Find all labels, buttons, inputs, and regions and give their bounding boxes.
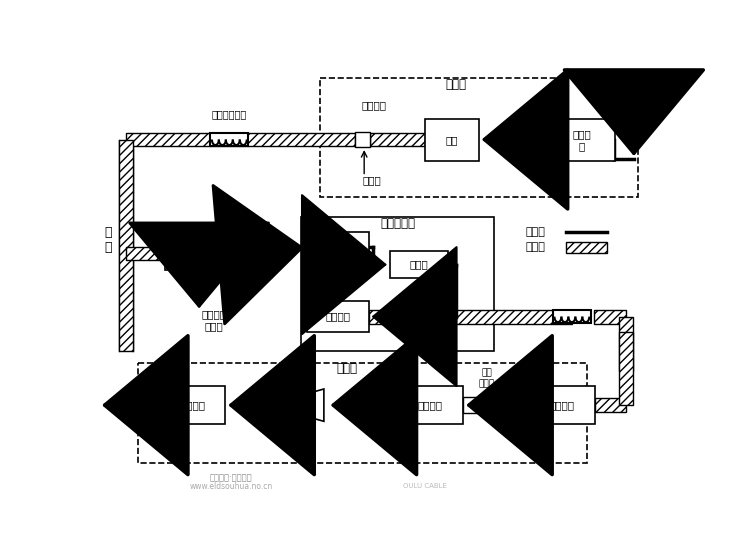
Text: 电信号输出: 电信号输出 [113,400,144,410]
Bar [566,242,607,253]
Text: 电解调器: 电解调器 [180,400,205,410]
Text: 连接器: 连接器 [363,175,382,185]
Text: 光缆天下·版权所有: 光缆天下·版权所有 [210,474,252,483]
Text: 发送端: 发送端 [445,77,466,91]
Bar [594,310,626,324]
Bar [126,247,165,260]
Bar [138,363,588,463]
Bar [165,237,233,270]
Text: 光纤
连接器: 光纤 连接器 [479,368,495,388]
Bar [369,310,572,324]
Bar [390,251,448,278]
Text: 光调制器: 光调制器 [362,100,387,110]
Text: 电信号输入: 电信号输入 [618,81,650,91]
Bar [477,398,529,412]
Bar [619,332,633,405]
Bar [211,133,249,145]
Bar [159,386,225,424]
Bar [371,133,425,147]
Bar [425,119,479,161]
Text: 光信号: 光信号 [526,242,545,252]
Bar [463,398,477,413]
Text: 接收端: 接收端 [336,362,357,375]
Bar [300,217,494,351]
Bar [529,386,595,424]
Bar [119,139,133,351]
Text: 光
缆: 光 缆 [105,226,112,254]
Text: OULU CABLE: OULU CABLE [403,483,447,489]
Text: 光源: 光源 [445,135,458,145]
Text: 电处理: 电处理 [409,260,428,270]
Text: 光检测器: 光检测器 [418,400,443,410]
Text: 光发射机: 光发射机 [325,311,350,322]
Bar [619,317,633,371]
Polygon shape [266,389,324,421]
Bar [595,398,626,412]
Bar [307,301,369,332]
Text: 放大器: 放大器 [284,431,302,441]
Text: 光检波器: 光检波器 [325,242,350,252]
Text: 电调制
器: 电调制 器 [572,129,591,151]
Text: 光放大器: 光放大器 [550,400,575,410]
Bar [398,386,463,424]
Bar [126,133,355,147]
Bar [553,310,591,323]
Text: 光纤连接器盒: 光纤连接器盒 [212,109,247,119]
Bar [307,232,369,263]
Text: 电信号: 电信号 [526,227,545,237]
Text: www.eldsouhua.no.cn: www.eldsouhua.no.cn [189,482,273,491]
Text: 再生中继器: 再生中继器 [380,217,415,230]
Bar [355,132,371,147]
Bar [549,119,615,161]
Text: 光纤耦合器/分路器: 光纤耦合器/分路器 [191,222,237,231]
Bar [320,78,637,197]
Text: 程控数字
交换机: 程控数字 交换机 [201,310,227,331]
